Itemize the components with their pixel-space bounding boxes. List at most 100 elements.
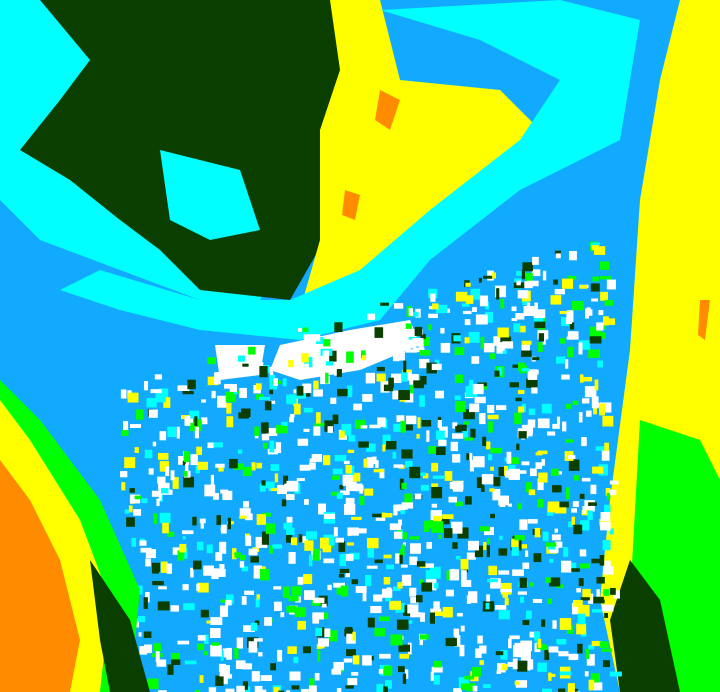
cyan-river-band: [60, 0, 640, 340]
speckle-cyan: [567, 562, 577, 572]
speckle-yellow: [197, 582, 209, 593]
speckle-green: [592, 276, 599, 282]
speckle-green: [248, 346, 256, 355]
speckle-white: [554, 289, 565, 295]
speckle-white: [515, 313, 525, 320]
speckle-cyan: [578, 340, 591, 350]
speckle-white: [585, 410, 592, 417]
speckle-white: [517, 591, 527, 595]
speckle-white: [170, 605, 179, 612]
speckle-cyan: [609, 671, 622, 677]
speckle-white: [372, 456, 377, 465]
speckle-yellow: [561, 278, 574, 289]
speckle-white: [452, 433, 464, 439]
speckle-white: [472, 685, 478, 692]
speckle-dark_green: [398, 390, 410, 401]
speckle-white: [226, 359, 237, 369]
speckle-green: [509, 457, 519, 465]
speckle-white: [556, 416, 561, 424]
speckle-dark_green: [466, 453, 470, 461]
speckle-green: [589, 326, 602, 338]
speckle-white: [414, 493, 422, 500]
speckle-white: [497, 663, 506, 673]
speckle-yellow: [534, 527, 541, 538]
speckle-white: [249, 354, 259, 359]
speckle-cyan: [189, 410, 200, 419]
speckle-white: [327, 584, 332, 591]
speckle-yellow: [511, 538, 519, 548]
speckle-cyan: [196, 541, 204, 551]
speckle-dark_green: [421, 582, 433, 592]
speckle-white: [280, 612, 285, 618]
speckle-white: [236, 637, 244, 649]
speckle-white: [366, 565, 378, 569]
speckle-green: [419, 579, 424, 585]
speckle-white: [200, 522, 204, 529]
speckle-yellow: [582, 588, 591, 600]
speckle-white: [347, 527, 359, 536]
speckle-cyan: [602, 540, 611, 551]
speckle-yellow: [121, 482, 126, 491]
speckle-green: [599, 332, 606, 339]
speckle-white: [150, 389, 162, 394]
speckle-dark_green: [599, 555, 605, 566]
speckle-green: [332, 475, 340, 480]
speckle-white: [601, 450, 610, 461]
speckle-green: [500, 299, 505, 309]
speckle-yellow: [488, 565, 498, 576]
speckle-yellow: [256, 462, 263, 469]
speckle-cyan: [155, 390, 166, 403]
speckle-cyan: [325, 361, 334, 366]
speckle-white: [396, 504, 406, 512]
speckle-dark_green: [376, 366, 385, 372]
speckle-white: [176, 426, 180, 439]
speckle-cyan: [138, 616, 146, 623]
speckle-white: [214, 373, 221, 385]
speckle-white: [367, 313, 376, 320]
speckle-dark_green: [490, 513, 495, 519]
speckle-cyan: [182, 536, 186, 540]
speckle-cyan: [385, 597, 391, 602]
speckle-white: [324, 513, 336, 520]
speckle-dark_green: [192, 560, 202, 570]
speckle-white: [467, 540, 479, 551]
speckle-dark_green: [194, 416, 198, 426]
speckle-cyan: [433, 675, 440, 685]
speckle-cyan: [568, 521, 573, 528]
yellow-central: [300, 0, 540, 310]
speckle-yellow: [127, 392, 139, 403]
speckle-white: [530, 468, 537, 477]
speckle-dark_green: [609, 587, 616, 595]
speckle-green: [454, 374, 464, 383]
speckle-yellow: [239, 515, 247, 519]
speckle-yellow: [226, 402, 232, 414]
speckle-white: [512, 658, 518, 670]
speckle-white: [402, 542, 406, 546]
speckle-white: [201, 417, 208, 425]
speckle-white: [338, 342, 347, 355]
speckle-green: [402, 532, 408, 540]
speckle-white: [333, 372, 339, 376]
speckle-yellow: [489, 488, 495, 492]
speckle-white: [525, 550, 529, 557]
speckle-yellow: [602, 415, 614, 427]
speckle-white: [138, 632, 142, 637]
speckle-yellow: [535, 452, 543, 456]
speckle-cyan: [384, 680, 392, 689]
speckle-green: [330, 491, 343, 496]
speckle-green: [405, 323, 412, 329]
speckle-white: [290, 413, 295, 418]
speckle-white: [303, 334, 311, 345]
speckle-white: [454, 635, 461, 647]
speckle-yellow: [517, 389, 525, 395]
speckle-white: [133, 509, 142, 516]
speckle-white: [460, 625, 465, 632]
speckle-white: [395, 553, 400, 564]
speckle-cyan: [161, 488, 169, 494]
speckle-cyan: [597, 360, 603, 368]
speckle-yellow: [593, 246, 606, 255]
speckle-white: [409, 587, 417, 597]
speckle-white: [567, 331, 579, 340]
speckle-yellow: [487, 414, 499, 420]
speckle-green: [487, 537, 491, 544]
